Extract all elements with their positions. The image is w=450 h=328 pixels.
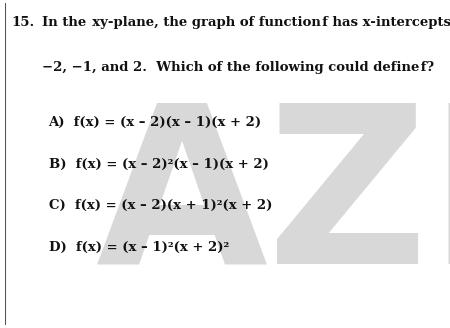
Text: −2, −1, and 2.  Which of the following could define f?: −2, −1, and 2. Which of the following co… [42,61,434,74]
Text: C)  f(x) = (x – 2)(x + 1)²(x + 2): C) f(x) = (x – 2)(x + 1)²(x + 2) [49,199,272,212]
Text: D)  f(x) = (x – 1)²(x + 2)²: D) f(x) = (x – 1)²(x + 2)² [49,241,229,254]
Text: AZR: AZR [96,95,450,310]
Text: A)  f(x) = (x – 2)(x – 1)(x + 2): A) f(x) = (x – 2)(x – 1)(x + 2) [49,116,262,129]
Text: 15.: 15. [11,16,34,29]
Text: In the  xy-plane, the graph of function f has x-intercepts at: In the xy-plane, the graph of function f… [42,16,450,29]
Text: B)  f(x) = (x – 2)²(x – 1)(x + 2): B) f(x) = (x – 2)²(x – 1)(x + 2) [49,157,269,171]
